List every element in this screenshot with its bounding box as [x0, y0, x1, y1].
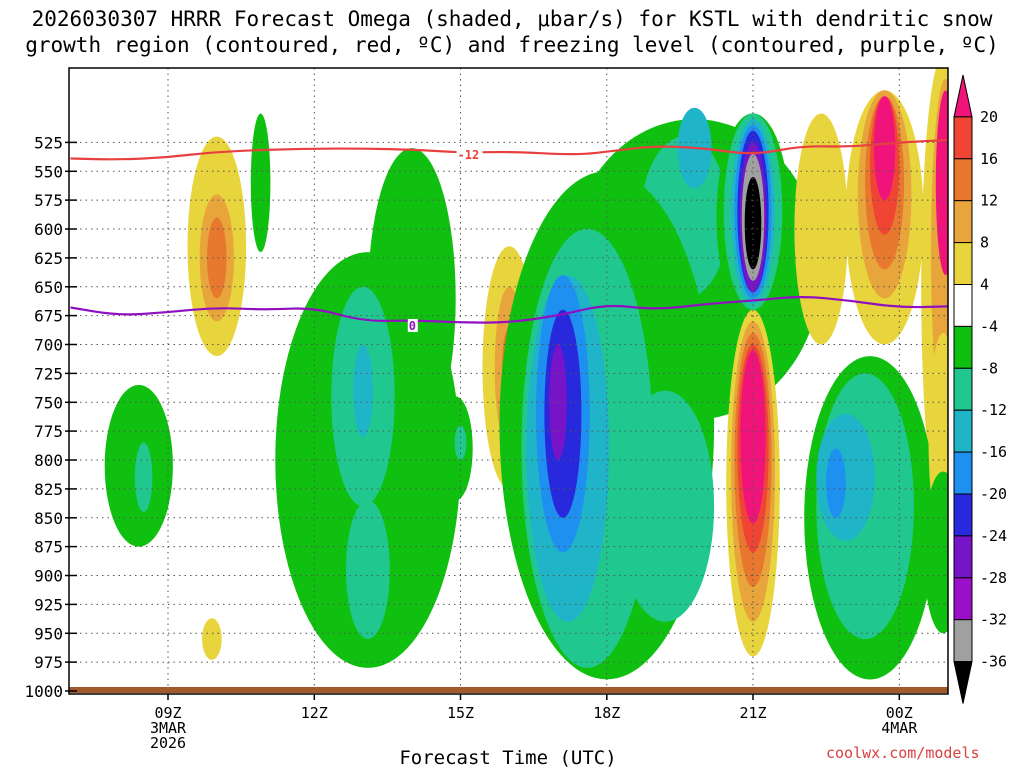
y-tick-label-650: 650 [34, 278, 63, 297]
colorbar-label-8: -16 [980, 443, 1007, 461]
y-tick-label-825: 825 [34, 480, 63, 499]
colorbar-swatch-12 [953, 577, 973, 621]
colorbar-swatch-11 [953, 535, 973, 579]
colorbar-swatch-4 [953, 242, 973, 286]
colorbar-swatch-6 [953, 325, 973, 369]
x-tick-label-9-1: 3MAR [150, 719, 187, 737]
omega-region-27 [616, 390, 715, 622]
y-tick-label-900: 900 [34, 567, 63, 586]
x-tick-label-9-2: 2026 [150, 734, 186, 752]
y-tick-label-750: 750 [34, 393, 63, 412]
omega-region-5 [134, 442, 153, 512]
y-tick-label-925: 925 [34, 595, 63, 614]
y-tick-label-850: 850 [34, 509, 63, 528]
colorbar-label-7: -12 [980, 401, 1007, 419]
x-tick-label-12-0: 12Z [301, 704, 328, 722]
y-tick-label-725: 725 [34, 364, 63, 383]
colorbar-label-12: -32 [980, 611, 1007, 629]
colorbar-swatch-7 [953, 367, 973, 411]
colorbar-swatch-2 [953, 158, 973, 202]
x-tick-label-21-0: 21Z [739, 704, 766, 722]
temperature-contours: -12 0 [70, 139, 948, 333]
y-tick-label-575: 575 [34, 191, 63, 210]
colorbar-swatch-13 [953, 619, 973, 663]
x-axis-label: Forecast Time (UTC) [399, 747, 616, 768]
x-tick-label-15-0: 15Z [447, 704, 474, 722]
freezing-level-line [70, 296, 948, 324]
omega-region-53 [826, 448, 846, 518]
omega-region-11 [346, 500, 390, 639]
colorbar-label-1: 16 [980, 150, 998, 168]
credit-text: coolwx.com/models [826, 744, 980, 762]
freezing-level-label: 0 [409, 319, 416, 333]
colorbar-label-9: -20 [980, 485, 1007, 503]
omega-region-6 [202, 618, 222, 660]
y-tick-label-975: 975 [34, 653, 63, 672]
x-tick-label-24-1: 4MAR [881, 719, 918, 737]
omega-region-41 [873, 96, 896, 201]
y-tick-label-700: 700 [34, 336, 63, 355]
dendritic-growth-region-label-bg [456, 148, 483, 162]
omega-region-3 [250, 113, 271, 253]
colorbar: 20 16 12 8 4 -4 -8 -12 -16 -20 -24 -28 -32 -36 [953, 74, 1007, 704]
colorbar-label-3: 8 [980, 234, 989, 252]
title-line-1: 2026030307 HRRR Forecast Omega (shaded, … [31, 7, 993, 31]
omega-region-2 [207, 217, 227, 299]
y-tick-label-775: 775 [34, 422, 63, 441]
y-tick-label-675: 675 [34, 307, 63, 326]
freezing-level-label-bg [407, 319, 418, 332]
colorbar-label-5: -4 [980, 317, 998, 335]
x-tick-label-9-0: 09Z [154, 704, 181, 722]
colorbar-label-0: 20 [980, 108, 998, 126]
title-line-2: growth region (contoured, red, ºC) and f… [25, 33, 999, 57]
colorbar-swatch-14 [953, 661, 973, 704]
dendritic-growth-region-line [70, 139, 948, 161]
y-tick-label-550: 550 [34, 162, 63, 181]
y-tick-label-875: 875 [34, 538, 63, 557]
colorbar-swatch-10 [953, 493, 973, 537]
y-tick-label-625: 625 [34, 249, 63, 268]
y-tick-label-800: 800 [34, 451, 63, 470]
colorbar-label-4: 4 [980, 276, 989, 294]
colorbar-label-13: -36 [980, 653, 1007, 671]
colorbar-swatch-5 [953, 284, 973, 327]
ground-strip [69, 687, 948, 693]
colorbar-swatch-0 [953, 74, 973, 118]
colorbar-swatch-9 [953, 451, 973, 495]
omega-region-52 [816, 413, 875, 541]
y-tick-label-950: 950 [34, 624, 63, 643]
chart-title: 2026030307 HRRR Forecast Omega (shaded, … [0, 6, 1024, 58]
colorbar-swatch-8 [953, 409, 973, 453]
omega-region-55 [923, 471, 948, 634]
y-tick-label-600: 600 [34, 220, 63, 239]
colorbar-swatch-1 [953, 116, 973, 160]
colorbar-swatch-3 [953, 200, 973, 244]
y-tick-label-1000: 1000 [24, 682, 63, 701]
omega-region-10 [353, 344, 373, 437]
x-tick-label-24-0: 00Z [886, 704, 913, 722]
colorbar-label-2: 12 [980, 192, 998, 210]
gridlines [69, 68, 948, 694]
plot-frame [68, 67, 949, 695]
colorbar-label-11: -28 [980, 569, 1007, 587]
omega-region-44 [935, 90, 948, 276]
y-tick-label-525: 525 [34, 133, 63, 152]
y-axis: 525 550 575 600 625 650 675 700 725 750 775 800 825 8… [24, 133, 77, 701]
dendritic-growth-region-label: -12 [458, 148, 480, 162]
colorbar-label-10: -24 [980, 527, 1007, 545]
colorbar-label-6: -8 [980, 359, 998, 377]
x-tick-label-18-0: 18Z [593, 704, 620, 722]
